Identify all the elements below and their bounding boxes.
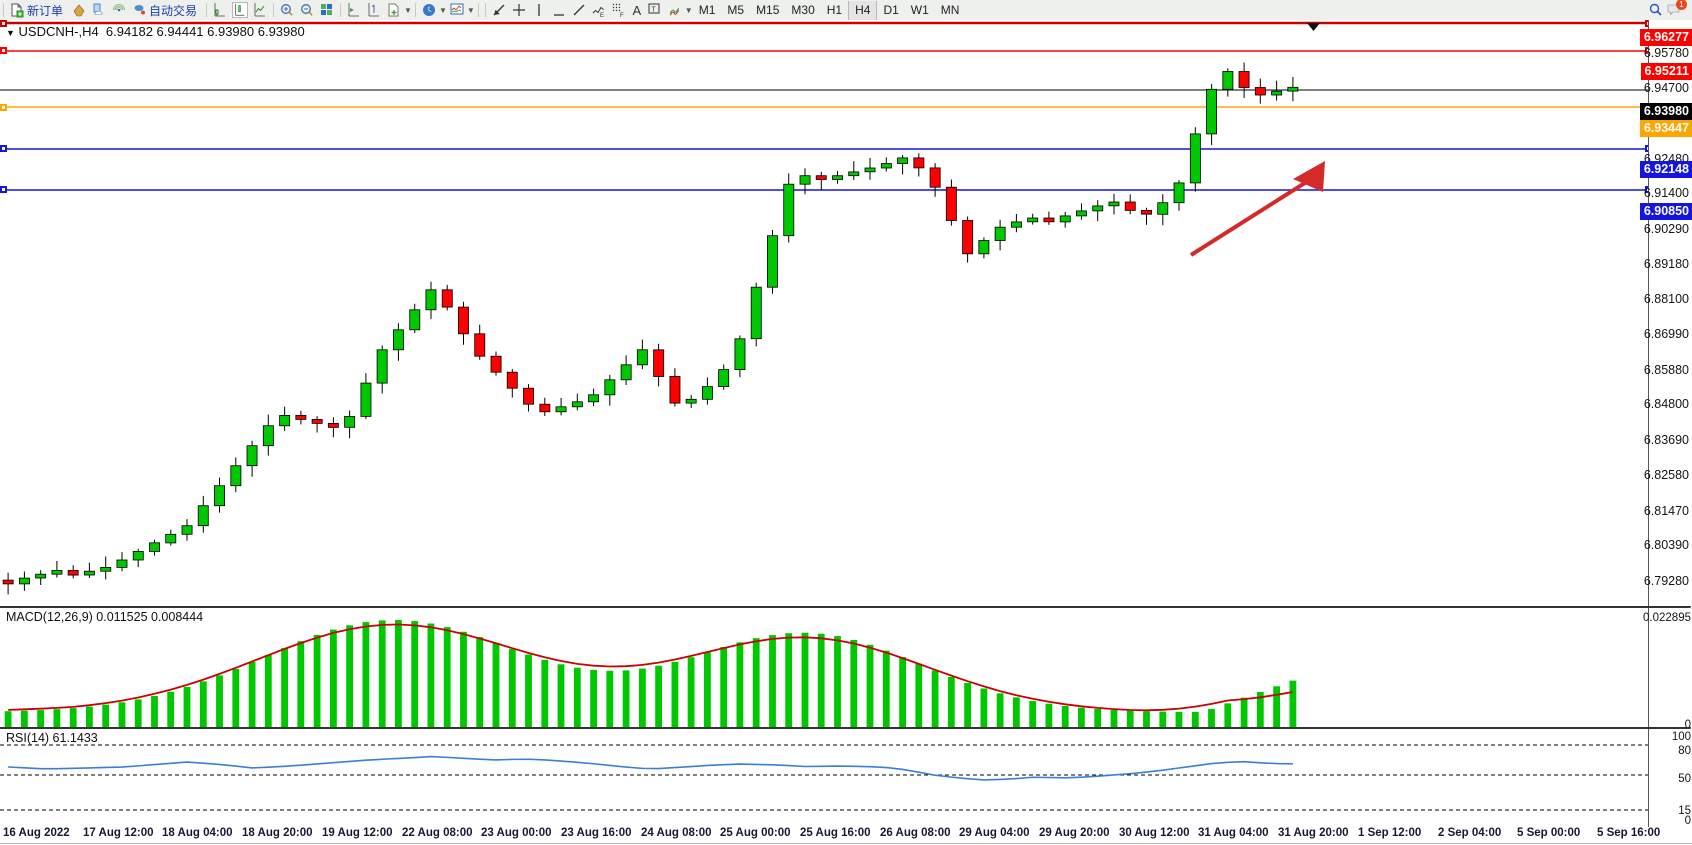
svg-text:E: E bbox=[600, 13, 604, 18]
svg-text:T: T bbox=[651, 7, 656, 14]
svg-text:F: F bbox=[620, 13, 624, 18]
